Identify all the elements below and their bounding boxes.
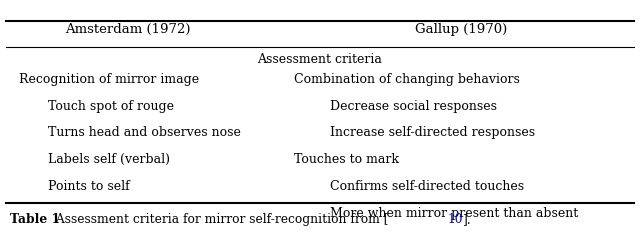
Text: Increase self-directed responses: Increase self-directed responses xyxy=(330,126,535,139)
Text: Combination of changing behaviors: Combination of changing behaviors xyxy=(294,73,520,86)
Text: Decrease social responses: Decrease social responses xyxy=(330,99,497,113)
Text: Gallup (1970): Gallup (1970) xyxy=(415,23,507,36)
Text: Labels self (verbal): Labels self (verbal) xyxy=(48,153,170,166)
Text: Recognition of mirror image: Recognition of mirror image xyxy=(19,73,199,86)
Text: Points to self: Points to self xyxy=(48,180,130,193)
Text: Touches to mark: Touches to mark xyxy=(294,153,399,166)
Text: Assessment criteria: Assessment criteria xyxy=(257,53,383,66)
Text: Amsterdam (1972): Amsterdam (1972) xyxy=(65,23,191,36)
Text: Confirms self-directed touches: Confirms self-directed touches xyxy=(330,180,524,193)
Text: Table 1: Table 1 xyxy=(10,213,60,226)
Text: Assessment criteria for mirror self-recognition from [: Assessment criteria for mirror self-reco… xyxy=(52,213,389,226)
Text: Touch spot of rouge: Touch spot of rouge xyxy=(48,99,174,113)
Text: 10: 10 xyxy=(448,213,463,226)
Text: More when mirror present than absent: More when mirror present than absent xyxy=(330,207,578,220)
Text: Turns head and observes nose: Turns head and observes nose xyxy=(48,126,241,139)
Text: ].: ]. xyxy=(462,213,470,226)
